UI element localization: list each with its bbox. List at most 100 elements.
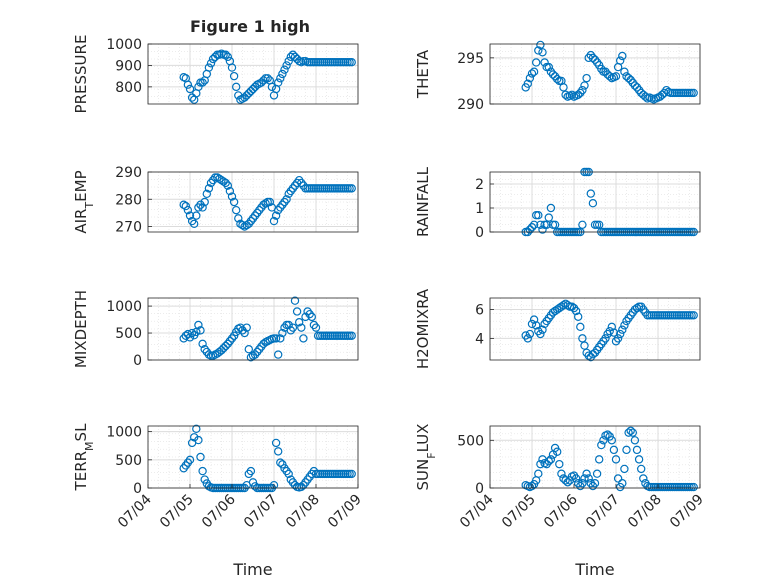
data-point: [276, 203, 285, 212]
data-point: [229, 197, 239, 207]
y-tick-label: 1000: [106, 37, 142, 53]
data-point: [282, 61, 291, 70]
data-point: [238, 326, 247, 335]
data-series: [179, 173, 356, 231]
data-point: [194, 82, 203, 92]
data-point: [347, 469, 356, 479]
data-point: [288, 50, 298, 59]
y-tick-label: 1: [475, 201, 484, 217]
data-point: [246, 466, 256, 476]
data-point: [297, 482, 306, 492]
data-point: [231, 205, 241, 215]
data-point: [540, 58, 549, 67]
data-point: [248, 478, 258, 487]
data-point: [523, 334, 533, 343]
y-tick-label: 800: [115, 80, 142, 96]
y-tick-label: 280: [115, 192, 142, 208]
data-point: [574, 312, 583, 321]
data-point: [269, 480, 279, 490]
data-point: [200, 197, 209, 207]
data-point: [215, 174, 224, 184]
x-axis-label: Time: [574, 560, 614, 579]
x-tick-label: 07/04: [457, 491, 497, 531]
data-point: [200, 475, 209, 484]
data-point: [204, 184, 214, 193]
data-point: [244, 219, 253, 229]
data-point: [299, 334, 308, 343]
data-point: [605, 326, 614, 336]
data-point: [290, 52, 300, 62]
data-point: [527, 319, 537, 329]
data-point: [240, 93, 249, 102]
data-point: [567, 90, 577, 99]
data-point: [588, 198, 598, 208]
data-point: [616, 329, 625, 339]
data-point: [259, 76, 268, 85]
data-point: [231, 82, 241, 92]
data-point: [559, 301, 568, 310]
data-point: [578, 220, 587, 229]
data-point: [198, 203, 207, 212]
data-point: [538, 325, 547, 334]
x-tick-label: 07/06: [541, 491, 581, 531]
data-point: [288, 323, 298, 332]
data-point: [630, 81, 640, 90]
data-point: [536, 220, 545, 229]
data-point: [620, 464, 629, 474]
data-point: [618, 325, 627, 334]
data-point: [227, 63, 237, 72]
data-point: [223, 181, 232, 190]
data-point: [236, 219, 245, 229]
data-series: [179, 49, 356, 104]
x-tick-label: 07/09: [667, 492, 707, 532]
data-point: [204, 63, 214, 72]
data-point: [536, 40, 545, 50]
data-point: [274, 447, 283, 456]
data-point: [257, 78, 266, 87]
data-point: [292, 307, 302, 316]
subplot-rainfall: 2 1 0 RAINFALL: [414, 166, 701, 241]
y-tick-label: 2: [475, 177, 484, 193]
data-point: [183, 205, 193, 215]
x-tick-label: 07/07: [241, 492, 281, 532]
y-axis-label: PRESSURE: [72, 35, 90, 114]
y-tick-label: 4: [475, 331, 484, 347]
data-point: [536, 459, 545, 469]
data-point: [525, 73, 535, 83]
data-point: [183, 80, 193, 89]
data-point: [192, 211, 201, 220]
data-point: [571, 474, 581, 483]
data-point: [198, 339, 207, 349]
y-tick-label: 0: [475, 225, 484, 241]
data-point: [529, 315, 539, 324]
data-point: [538, 48, 547, 57]
data-point: [588, 53, 598, 63]
data-point: [223, 52, 232, 62]
data-point: [185, 84, 195, 94]
subplot-mixdepth: 1000 500 0 MIXDEPTH: [72, 290, 359, 369]
subplot-h2omixra: 6 4 H2OMIXRA: [414, 288, 701, 369]
data-point: [200, 345, 209, 354]
data-point: [527, 69, 537, 78]
data-point: [534, 210, 543, 220]
data-point: [309, 320, 319, 330]
data-point: [259, 339, 268, 349]
data-point: [295, 318, 304, 327]
figure-title: Figure 1 high: [190, 17, 310, 36]
data-point: [563, 478, 572, 487]
subplot-theta: 295 290 THETA: [414, 40, 701, 113]
axes-box: [147, 171, 359, 233]
data-point: [580, 474, 589, 483]
data-point: [208, 175, 218, 185]
data-point: [227, 192, 237, 201]
data-point: [525, 329, 535, 339]
y-tick-label: 295: [457, 51, 484, 67]
data-point: [534, 469, 543, 478]
data-point: [588, 350, 598, 359]
data-point: [217, 175, 226, 185]
data-point: [198, 466, 207, 476]
data-point: [194, 203, 203, 212]
data-point: [311, 323, 321, 332]
data-point: [189, 433, 199, 442]
data-point: [278, 69, 287, 79]
